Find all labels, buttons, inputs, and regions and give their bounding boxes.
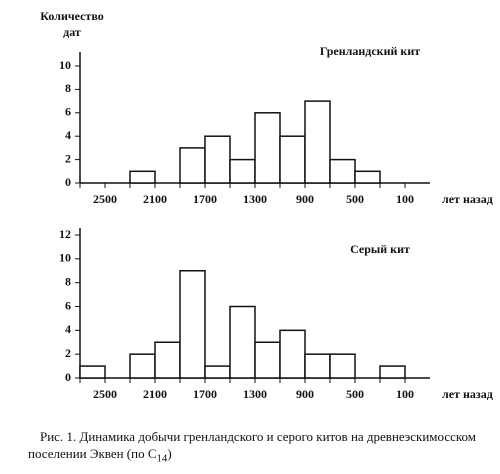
caption: Рис. 1. Динамика добычи гренландского и … [28,428,488,468]
y-tick-label: 2 [65,151,71,165]
x-tick-label: 100 [396,192,414,206]
bar [304,353,331,379]
x-tick-label: 500 [346,192,364,206]
annotation: Гренландский кит [320,44,420,58]
x-tick-label: 2500 [93,192,117,206]
annotation: Серый кит [350,242,410,256]
bar [179,147,206,184]
y-tick-label: 10 [59,251,71,265]
y-tick-label: 0 [65,175,71,189]
x-axis-label: лет назад [442,387,493,401]
bar [254,112,281,184]
x-tick-label: 1700 [193,387,217,401]
x-tick-label: 1700 [193,192,217,206]
bar [279,329,306,379]
y-axis-label: Количество [40,9,103,23]
y-tick-label: 10 [59,58,71,72]
y-tick-label: 8 [65,274,71,288]
bar [329,353,356,379]
bar [354,170,381,184]
bar [179,270,206,379]
x-tick-label: 900 [296,192,314,206]
y-tick-label: 4 [65,322,71,336]
bar [79,365,106,379]
y-tick-label: 6 [65,105,71,119]
bar [279,135,306,184]
x-tick-label: 2100 [143,192,167,206]
y-tick-label: 2 [65,346,71,360]
bar [229,158,256,184]
bar [129,170,156,184]
x-axis-label: лет назад [442,192,493,206]
bar [204,365,231,379]
bar [304,100,331,184]
bar [204,135,231,184]
x-tick-label: 500 [346,387,364,401]
caption-text: Рис. 1. Динамика добычи гренландского и … [28,429,477,461]
x-tick-label: 2500 [93,387,117,401]
bar [379,365,406,379]
x-tick-label: 900 [296,387,314,401]
bar [229,305,256,379]
x-tick-label: 2100 [143,387,167,401]
y-tick-label: 4 [65,128,71,142]
bar [254,341,281,379]
y-tick-label: 6 [65,298,71,312]
y-axis-label: дат [63,25,81,39]
y-tick-label: 12 [59,227,71,241]
bar [329,158,356,184]
caption-subscript: 14 [156,452,168,465]
x-tick-label: 1300 [243,387,267,401]
bar [129,353,156,379]
y-tick-label: 0 [65,370,71,384]
bar [154,341,181,379]
x-tick-label: 100 [396,387,414,401]
x-tick-label: 1300 [243,192,267,206]
caption-end: ) [167,446,172,461]
y-tick-label: 8 [65,81,71,95]
